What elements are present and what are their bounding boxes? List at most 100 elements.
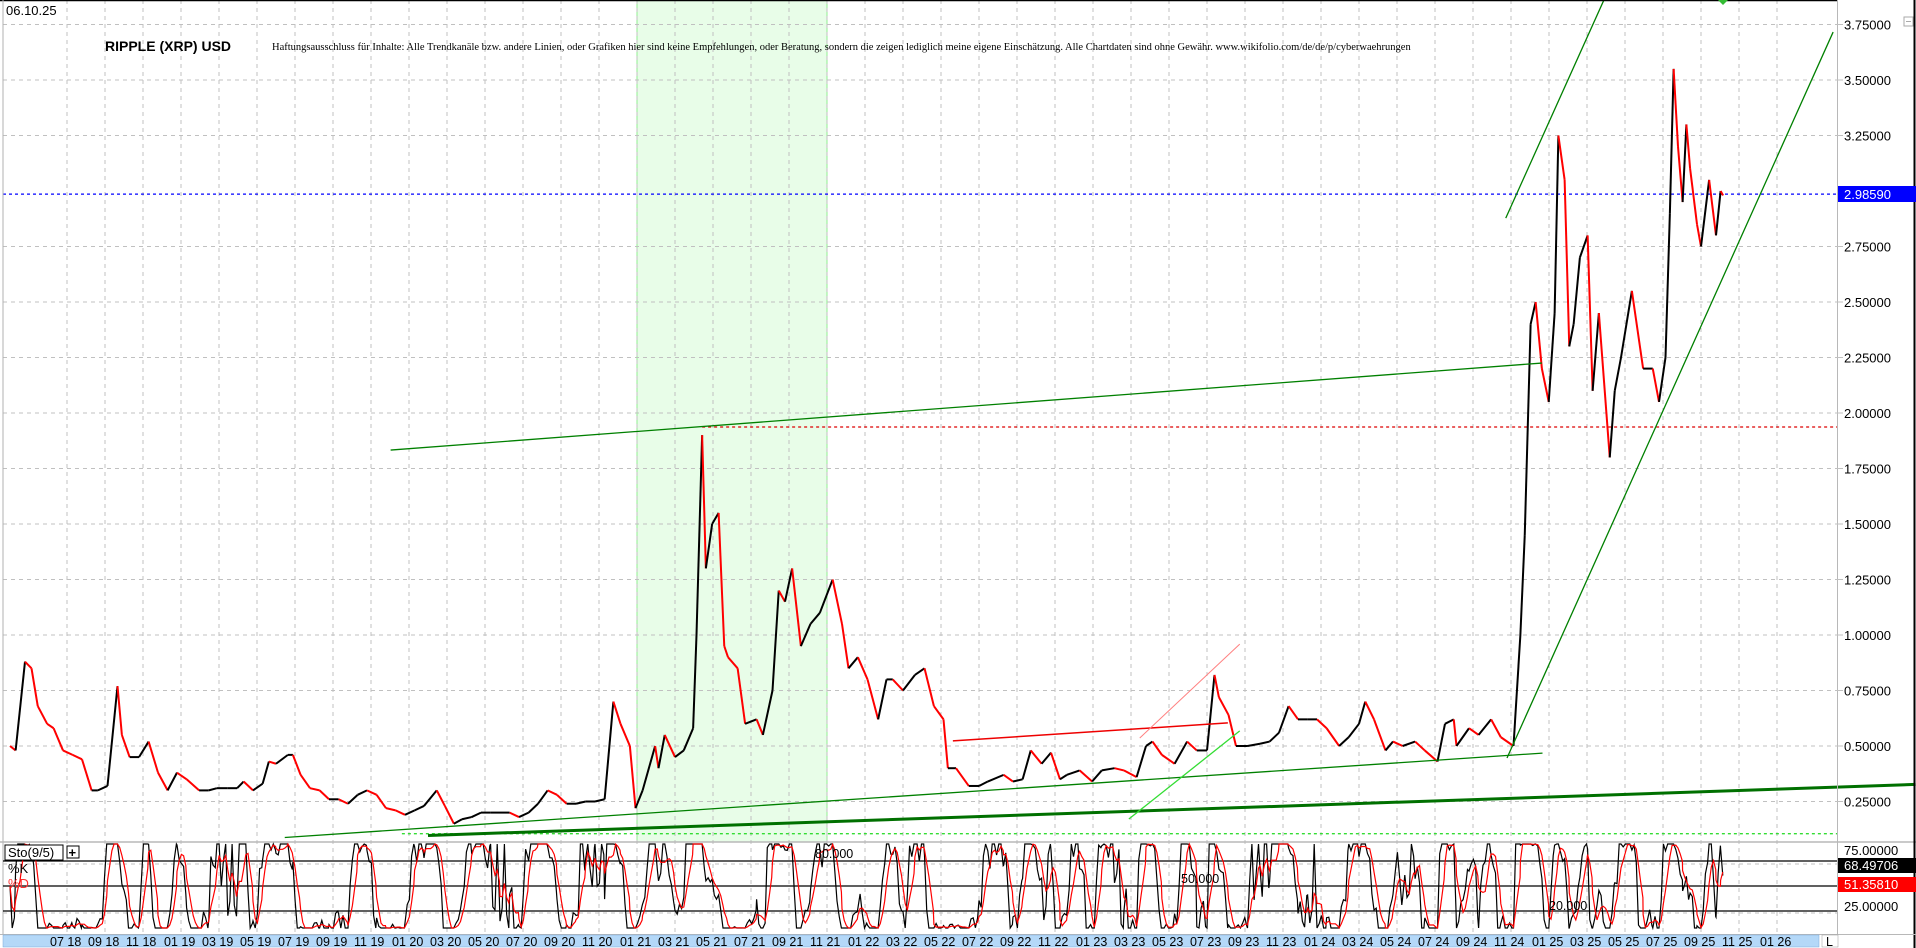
- x-tick-label: 11 19: [354, 935, 384, 948]
- price-bar: [309, 787, 320, 792]
- price-bar: [1534, 301, 1543, 369]
- price-bar: [1696, 224, 1702, 247]
- price-bar: [1325, 727, 1340, 747]
- price-bar: [755, 718, 764, 736]
- price-bar: [556, 794, 568, 805]
- date-axis-scrollbar[interactable]: [2, 934, 1820, 948]
- price-bar: [1597, 313, 1611, 458]
- price-bar: [612, 701, 622, 725]
- price-bar: [1268, 731, 1280, 743]
- price-bar: [1206, 674, 1216, 751]
- price-bar: [547, 789, 558, 796]
- x-tick-label: 01 25: [1532, 935, 1563, 948]
- price-bar: [1145, 740, 1154, 747]
- x-tick-label: 01 23: [1076, 935, 1107, 948]
- last-price-label: 2.98590: [1844, 187, 1891, 202]
- price-bar: [62, 749, 74, 756]
- price-bar: [877, 679, 888, 720]
- price-bar: [1091, 769, 1103, 783]
- price-bar: [537, 789, 549, 805]
- price-bar: [663, 734, 676, 758]
- price-bar: [1540, 368, 1550, 403]
- price-bar: [727, 656, 739, 669]
- log-scale-toggle[interactable]: [1821, 934, 1839, 948]
- price-bar: [1651, 368, 1660, 403]
- price-bar: [423, 789, 438, 807]
- x-tick-label: 01 26: [1760, 935, 1791, 948]
- level-label-20: 20.000: [1549, 899, 1587, 913]
- price-bar: [1278, 705, 1290, 734]
- price-bar: [1553, 135, 1560, 314]
- price-bar: [736, 668, 747, 724]
- price-bar: [252, 782, 264, 792]
- x-tick-label: 05 21: [696, 935, 727, 948]
- x-tick-label: 07 21: [734, 935, 765, 948]
- stochastic-panel: [3, 842, 1837, 931]
- x-tick-label: 03 22: [886, 935, 917, 948]
- date-axis: 07 18 09 18 11 18 01 19 03 19 05 19 07 19 09 19…: [50, 935, 1791, 948]
- price-bar: [453, 818, 463, 825]
- last-price-badge: [1838, 186, 1916, 202]
- highlight-zone-rect: [636, 0, 828, 843]
- price-bar: [185, 778, 200, 792]
- grid: [3, 0, 1837, 934]
- x-tick-label: 11 25: [1722, 935, 1752, 948]
- price-bar: [711, 512, 720, 525]
- trendlines[interactable]: [284, 0, 1916, 839]
- x-tick-label: 11 20: [582, 935, 612, 948]
- price-bar: [1101, 767, 1115, 772]
- x-tick-label: 05 23: [1152, 935, 1183, 948]
- indicator-label-box[interactable]: [4, 844, 64, 861]
- add-indicator-button[interactable]: [66, 845, 80, 859]
- price-axis: 0.25000 0.50000 0.75000 1.00000 1.25000 1.500…: [1837, 18, 1891, 810]
- price-bar: [1227, 714, 1237, 747]
- x-tick-label: 09 22: [1000, 935, 1031, 948]
- price-bar: [1151, 740, 1163, 756]
- price-bar: [674, 749, 685, 758]
- price-bar: [395, 809, 406, 816]
- price-bar: [1572, 257, 1581, 325]
- x-tick-label: 01 21: [620, 935, 651, 948]
- price-bar: [1557, 135, 1566, 181]
- y-tick-label: 0.50000: [1844, 739, 1891, 754]
- price-bar: [1468, 727, 1480, 736]
- y-tick-label: 1.50000: [1844, 517, 1891, 532]
- price-bar: [1719, 190, 1724, 196]
- price-bar: [81, 759, 93, 791]
- price-bar: [1066, 769, 1080, 776]
- price-bar: [1500, 736, 1515, 747]
- d-last-label: 51.35810: [1844, 877, 1898, 892]
- trendline-trend-thick: [427, 782, 1916, 837]
- price-bar: [1384, 740, 1394, 752]
- x-tick-label: 01 22: [848, 935, 879, 948]
- price-bar: [978, 780, 989, 787]
- price-bar: [527, 802, 539, 814]
- x-tick-label: 07 25: [1646, 935, 1677, 948]
- price-bar: [1547, 313, 1556, 402]
- price-bar: [1672, 68, 1679, 147]
- chart-title: RIPPLE (XRP) USD: [105, 38, 231, 54]
- price-bar: [1392, 740, 1404, 747]
- marker-arrow-icon: [1718, 0, 1728, 5]
- price-bar: [704, 523, 714, 569]
- y-tick-label: 3.50000: [1844, 73, 1891, 88]
- price-bar: [1316, 718, 1328, 729]
- price-bar: [831, 579, 843, 625]
- price-bar: [106, 685, 119, 787]
- price-bar: [847, 656, 859, 669]
- level-label-50: 50.000: [1181, 872, 1219, 886]
- price-bar: [1444, 718, 1455, 725]
- trendline-trend-bright: [1128, 730, 1241, 820]
- x-tick-label: 03 19: [202, 935, 233, 948]
- k-last-badge: [1838, 858, 1916, 873]
- x-tick-label: 01 24: [1304, 935, 1335, 948]
- price-bar: [461, 816, 472, 821]
- price-bar: [120, 734, 131, 758]
- price-bar: [575, 800, 586, 805]
- price-bar: [1040, 752, 1052, 765]
- price-bar: [30, 668, 39, 707]
- price-bar: [1523, 324, 1532, 536]
- trendline-trend: [1505, 0, 1605, 219]
- x-tick-label: 11 22: [1038, 935, 1068, 948]
- y-tick-label: 2.50000: [1844, 295, 1891, 310]
